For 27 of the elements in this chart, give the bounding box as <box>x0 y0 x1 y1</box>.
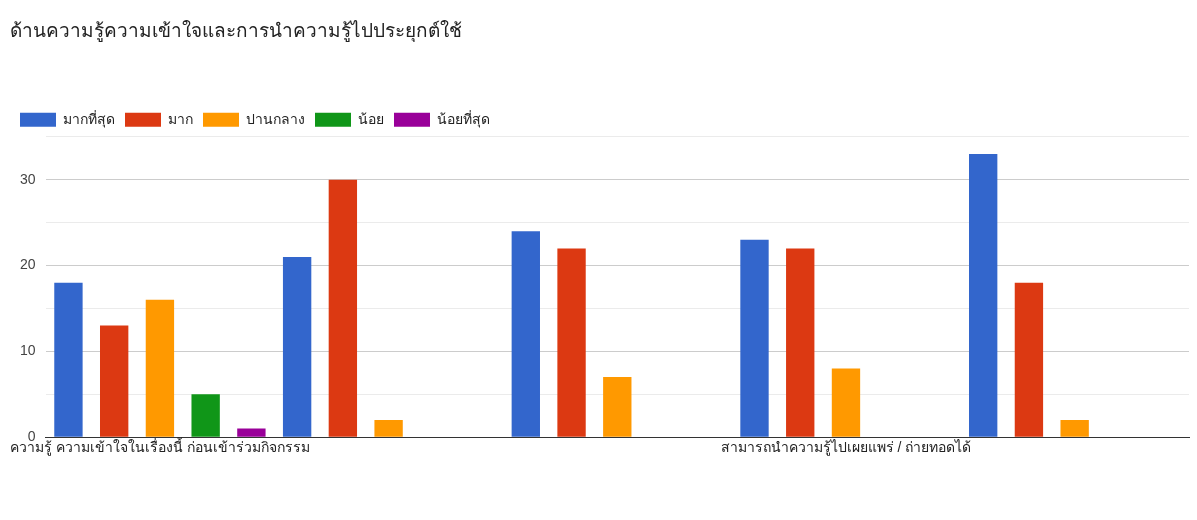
y-tick-label: 30 <box>19 170 36 187</box>
bar <box>1014 282 1044 437</box>
legend-label: น้อย <box>358 110 384 127</box>
y-tick-label: 10 <box>19 342 36 359</box>
legend-label: มาก <box>168 110 193 127</box>
bar <box>969 153 998 437</box>
chart-title: ด้านความรู้ความเข้าใจและการนำความรู้ไปประยุกต์ใช้ <box>10 19 462 43</box>
bar <box>603 377 632 437</box>
bar <box>557 248 586 437</box>
bar <box>191 394 220 437</box>
bar <box>282 256 312 437</box>
bar <box>740 239 769 437</box>
bar <box>786 248 815 437</box>
bar <box>237 428 266 437</box>
legend-label: มากที่สุด <box>63 109 115 128</box>
bar <box>328 179 358 437</box>
bar <box>1060 420 1089 437</box>
bar <box>145 299 175 437</box>
legend-label: น้อยที่สุด <box>437 109 490 128</box>
bar <box>54 282 83 437</box>
bar <box>511 231 540 437</box>
bar <box>831 368 861 437</box>
bar <box>374 420 403 437</box>
x-tick-label: สามารถนำความรู้ไปเผยแพร่ / ถ่ายทอดได้ <box>720 439 972 457</box>
legend-label: ปานกลาง <box>246 110 305 127</box>
bar <box>100 325 129 437</box>
y-tick-label: 20 <box>19 256 36 273</box>
